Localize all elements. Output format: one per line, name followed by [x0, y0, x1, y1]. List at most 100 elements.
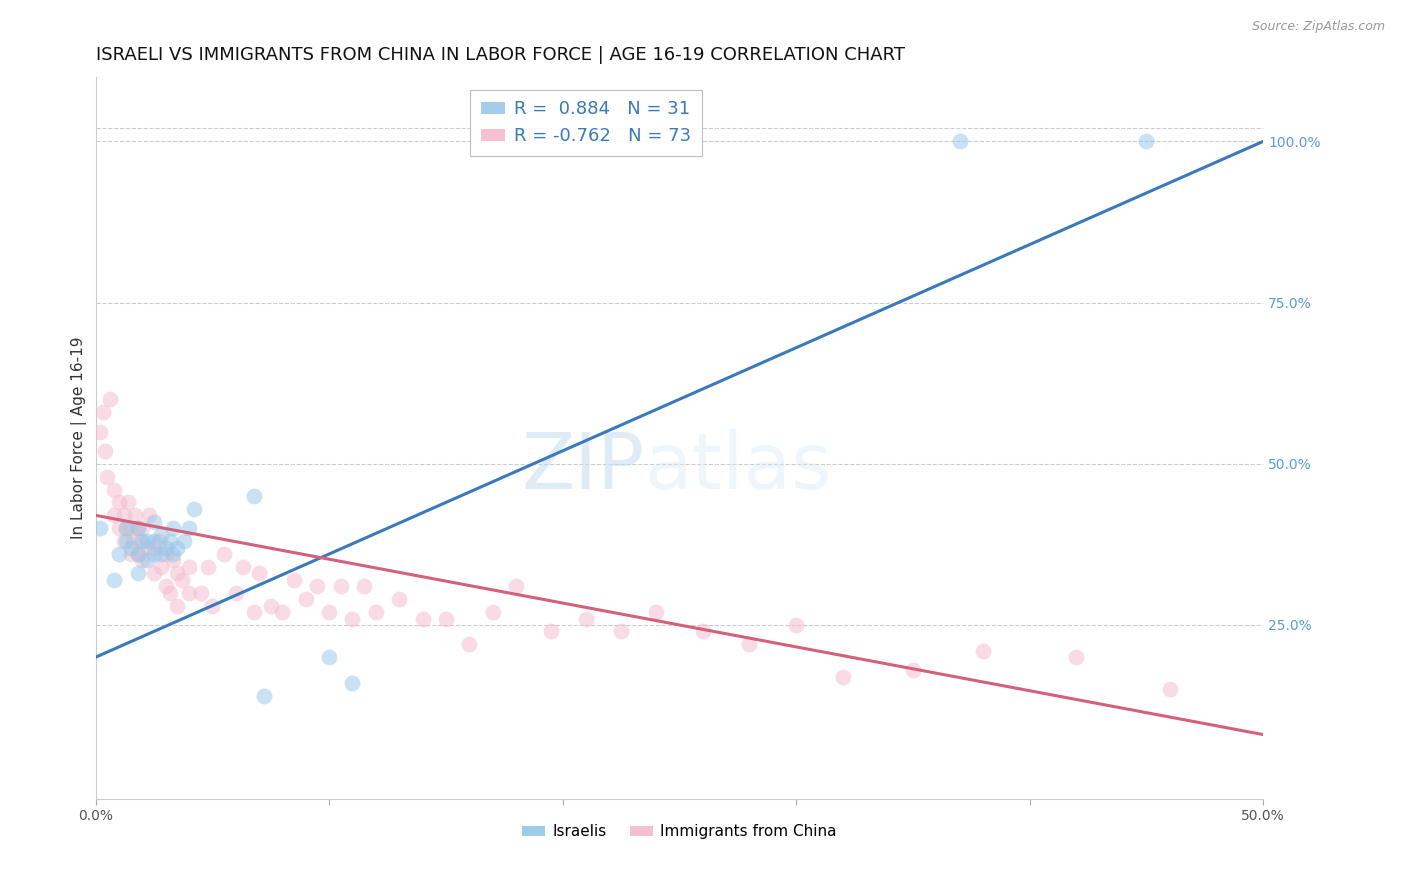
Point: [136, 541, 159, 555]
Text: ISRAELI VS IMMIGRANTS FROM CHINA IN LABOR FORCE | AGE 16-19 CORRELATION CHART: ISRAELI VS IMMIGRANTS FROM CHINA IN LABO…: [96, 46, 904, 64]
Point: [785, 618, 807, 632]
Point: [1066, 650, 1088, 665]
Point: [434, 611, 457, 625]
Point: [247, 566, 270, 581]
Point: [505, 579, 527, 593]
Point: [91, 405, 114, 419]
Point: [103, 573, 125, 587]
Point: [115, 534, 138, 549]
Point: [225, 585, 247, 599]
Point: [159, 534, 181, 549]
Point: [183, 502, 205, 516]
Point: [173, 534, 195, 549]
Text: ZIP: ZIP: [522, 429, 644, 505]
Point: [142, 534, 165, 549]
Point: [159, 585, 181, 599]
Text: atlas: atlas: [644, 429, 832, 505]
Point: [124, 508, 146, 523]
Point: [122, 534, 145, 549]
Point: [243, 489, 266, 503]
Point: [170, 573, 193, 587]
Point: [972, 644, 994, 658]
Point: [108, 495, 131, 509]
Point: [103, 483, 125, 497]
Point: [136, 534, 159, 549]
Point: [177, 521, 200, 535]
Point: [112, 534, 135, 549]
Point: [127, 547, 149, 561]
Point: [142, 547, 165, 561]
Point: [89, 521, 111, 535]
Point: [149, 560, 172, 574]
Point: [131, 534, 153, 549]
Point: [155, 541, 177, 555]
Point: [136, 553, 159, 567]
Point: [142, 515, 165, 529]
Point: [901, 663, 924, 677]
Point: [1135, 134, 1157, 148]
Point: [1159, 682, 1181, 697]
Point: [575, 611, 598, 625]
Point: [148, 534, 170, 549]
Point: [162, 521, 184, 535]
Point: [342, 676, 364, 690]
Point: [353, 579, 375, 593]
Point: [738, 637, 761, 651]
Point: [201, 599, 224, 613]
Point: [142, 566, 165, 581]
Legend: R =  0.884   N = 31, R = -0.762   N = 73: R = 0.884 N = 31, R = -0.762 N = 73: [471, 89, 702, 156]
Point: [540, 624, 562, 639]
Point: [115, 521, 138, 535]
Point: [155, 547, 177, 561]
Point: [108, 521, 131, 535]
Point: [458, 637, 481, 651]
Point: [162, 547, 184, 561]
Point: [294, 592, 316, 607]
Point: [342, 611, 364, 625]
Point: [94, 443, 117, 458]
Point: [481, 605, 503, 619]
Point: [127, 547, 149, 561]
Point: [103, 508, 125, 523]
Point: [364, 605, 387, 619]
Point: [120, 541, 142, 555]
Point: [112, 508, 135, 523]
Point: [166, 566, 188, 581]
Point: [318, 650, 340, 665]
Point: [177, 560, 200, 574]
Y-axis label: In Labor Force | Age 16-19: In Labor Force | Age 16-19: [72, 336, 87, 540]
Point: [166, 541, 188, 555]
Point: [96, 469, 118, 483]
Point: [271, 605, 294, 619]
Point: [190, 585, 212, 599]
Point: [253, 689, 276, 703]
Point: [329, 579, 352, 593]
Point: [212, 547, 235, 561]
Point: [831, 669, 853, 683]
Point: [318, 605, 340, 619]
Point: [232, 560, 254, 574]
Point: [177, 585, 200, 599]
Point: [129, 534, 152, 549]
Point: [149, 527, 172, 541]
Point: [412, 611, 434, 625]
Point: [149, 547, 172, 561]
Point: [127, 521, 149, 535]
Point: [142, 541, 165, 555]
Point: [115, 521, 138, 535]
Point: [127, 521, 149, 535]
Point: [283, 573, 305, 587]
Point: [260, 599, 283, 613]
Point: [120, 521, 142, 535]
Point: [162, 553, 184, 567]
Point: [89, 425, 111, 439]
Point: [98, 392, 121, 407]
Point: [117, 495, 139, 509]
Point: [131, 521, 153, 535]
Point: [138, 508, 160, 523]
Point: [243, 605, 266, 619]
Point: [131, 553, 153, 567]
Point: [388, 592, 411, 607]
Point: [120, 547, 142, 561]
Point: [108, 547, 131, 561]
